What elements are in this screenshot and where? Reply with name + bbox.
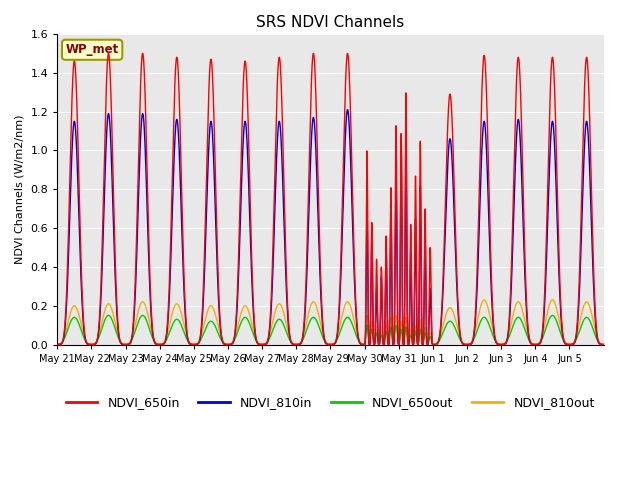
NDVI_650in <box>104 50 112 56</box>
Line: NDVI_650in: NDVI_650in <box>58 53 604 345</box>
NDVI_810out <box>387 318 394 324</box>
Y-axis label: NDVI Channels (W/m2/nm): NDVI Channels (W/m2/nm) <box>15 114 25 264</box>
NDVI_650in <box>264 339 271 345</box>
NDVI_810in <box>72 140 80 146</box>
Legend: NDVI_650in, NDVI_810in, NDVI_650out, NDVI_810out: NDVI_650in, NDVI_810in, NDVI_650out, NDV… <box>61 391 600 414</box>
NDVI_650out <box>600 342 607 348</box>
Line: NDVI_650out: NDVI_650out <box>58 315 604 345</box>
NDVI_810out <box>54 342 61 348</box>
Title: SRS NDVI Channels: SRS NDVI Channels <box>257 15 404 30</box>
NDVI_650in <box>72 86 80 92</box>
NDVI_650in <box>372 299 380 305</box>
NDVI_810out <box>72 305 80 311</box>
NDVI_650in <box>310 56 318 61</box>
NDVI_810out <box>310 299 318 305</box>
NDVI_810in <box>387 221 394 227</box>
NDVI_810out <box>372 331 380 336</box>
NDVI_650out <box>470 336 478 342</box>
NDVI_810in <box>54 342 61 348</box>
Line: NDVI_810in: NDVI_810in <box>58 109 604 345</box>
NDVI_650out <box>104 312 112 318</box>
NDVI_810in <box>600 342 607 348</box>
NDVI_810in <box>344 107 351 112</box>
NDVI_650in <box>600 342 607 348</box>
NDVI_810out <box>470 333 478 338</box>
Line: NDVI_810out: NDVI_810out <box>58 300 604 345</box>
NDVI_810out <box>480 297 488 303</box>
NDVI_650in <box>54 342 61 348</box>
NDVI_810in <box>264 340 271 346</box>
NDVI_650in <box>470 328 478 334</box>
NDVI_650in <box>387 206 394 212</box>
NDVI_650out <box>72 316 80 322</box>
NDVI_810out <box>264 338 271 344</box>
NDVI_650out <box>372 334 380 339</box>
Text: WP_met: WP_met <box>65 43 119 56</box>
NDVI_810in <box>372 314 380 320</box>
NDVI_810out <box>600 342 607 348</box>
NDVI_650out <box>310 315 318 321</box>
NDVI_810in <box>470 331 478 337</box>
NDVI_810in <box>310 118 318 123</box>
NDVI_650out <box>264 339 271 345</box>
NDVI_650out <box>54 342 61 348</box>
NDVI_650out <box>387 325 394 331</box>
